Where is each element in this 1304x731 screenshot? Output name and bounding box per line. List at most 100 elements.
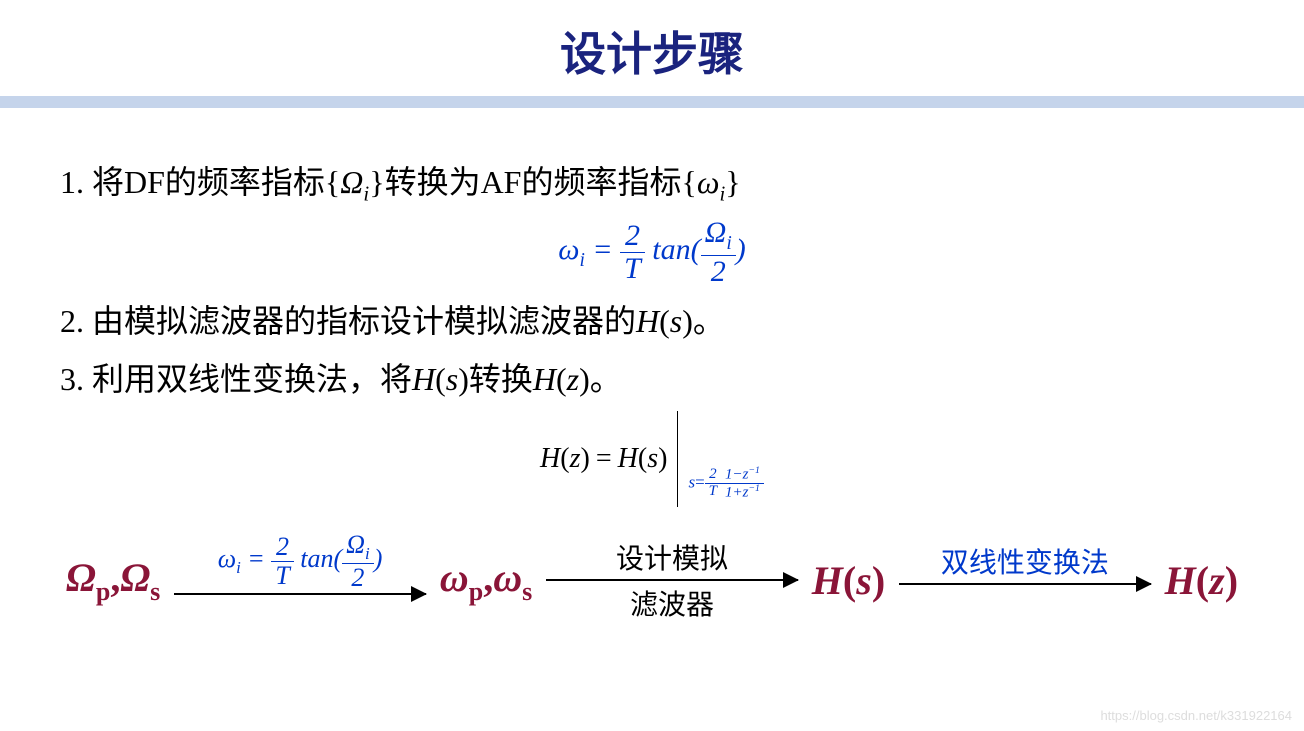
omega-low: ω [697,164,720,200]
frac-d: T [620,253,645,285]
a1no: Ω [346,530,365,559]
node-Hs: H(s) [812,557,885,604]
arrow1-label: ωi = 2T tan(Ωi2) [218,531,383,591]
Hzl: H [540,443,560,474]
step1-mid: }转换为AF的频率指标{ [369,164,697,200]
frac-d2: 2 [701,256,736,288]
arrow2-bottom: 滤波器 [630,583,714,623]
content-area: 1. 将DF的频率指标{Ωi}转换为AF的频率指标{ωi} ωi = 2T ta… [0,108,1304,629]
arrow1-line [174,593,426,595]
step-3: 3. 利用双线性变换法，将H(s)转换H(z)。 [60,355,1244,403]
eq1-tan: tan( [645,233,701,266]
equation-2: H(z) = H(s) s=2T1−z−11+z−1 [60,411,1244,507]
step3-mid: 转换 [469,361,533,397]
n1c: , [110,555,120,600]
arrow-3: 双线性变换法 [899,541,1151,619]
n2c: , [483,555,493,600]
step-1: 1. 将DF的频率指标{Ωi}转换为AF的频率指标{ωi} [60,158,1244,209]
divider-bar [0,96,1304,108]
p1c: ) [458,361,469,397]
frac-z: 1−z−11+z−1 [721,466,764,501]
step3-prefix: 3. 利用双线性变换法，将 [60,361,412,397]
arrow2-line [546,579,798,581]
step-2: 2. 由模拟滤波器的指标设计模拟滤波器的H(s)。 [60,297,1244,345]
ntop: 1−z−1 [721,466,764,484]
flow-diagram: Ωp,Ωs ωi = 2T tan(Ωi2) ωp,ωs 设计模拟 滤波器 H(… [60,531,1244,629]
exp1: −1 [748,465,759,476]
equation-1: ωi = 2T tan(Ωi2) [60,217,1244,287]
a1ns: i [365,544,370,563]
step3-suffix: 。 [590,361,622,397]
Hsl: H [618,443,638,474]
n3H: H [812,558,843,603]
arrow2-top: 设计模拟 [616,537,728,577]
eq1-lhs-omega: ω [558,233,579,266]
num-omega-sub: i [726,233,731,254]
frac-2T: 2T [705,467,721,500]
a1d: T [271,562,293,589]
a1n2: Ωi [342,531,374,564]
frac-n2: Ωi [701,217,736,255]
a1tan: tan( [294,544,342,573]
slide-title: 设计步骤 [0,0,1304,96]
n3s: s [856,558,872,603]
step1-suffix: } [725,164,740,200]
H-s: H [636,303,659,339]
eval-bar [677,411,678,507]
step2-prefix: 2. 由模拟滤波器的指标设计模拟滤波器的 [60,303,636,339]
n2w: ω [440,555,469,600]
frac-n: 2 [620,220,645,253]
po3: ( [638,443,647,474]
po: ( [659,303,670,339]
pc2: ) [581,443,590,474]
a1n: 2 [271,533,293,561]
n1O2: Ω [120,555,150,600]
p2o: ( [556,361,567,397]
a1f2: Ωi2 [342,531,374,591]
arrow1-spacer [297,597,304,629]
sl: s [647,443,658,474]
arrow3-top: 双线性变换法 [941,541,1109,581]
Hz: H(z) [540,443,590,475]
frac-omega-2: Ωi2 [701,217,736,287]
n2w2: ω [493,555,522,600]
n4z: z [1209,558,1225,603]
node-omega-low: ωp,ωs [440,554,532,607]
n2: 2 [705,467,721,484]
H2: H [533,361,556,397]
n2s: s [522,577,532,606]
omega-cap-i: Ωi [340,164,369,200]
n4po: ( [1196,558,1209,603]
n4H: H [1165,558,1196,603]
frac-2-T: 2T [620,220,645,284]
step2-suffix: 。 [693,303,725,339]
arrow-2: 设计模拟 滤波器 [546,537,798,623]
zl: z [570,443,581,474]
s3s: s [446,361,458,397]
p1o: ( [435,361,446,397]
eq2-eq: = [596,443,612,475]
dT: T [705,484,721,500]
ntop-t: 1−z [725,466,748,482]
arrow-1: ωi = 2T tan(Ωi2) [174,531,426,629]
p2c: ) [579,361,590,397]
n1p: p [96,577,110,606]
nbot: 1+z−1 [721,484,764,501]
nbot-t: 1+z [725,484,748,500]
n1s: s [150,577,160,606]
exp2: −1 [748,483,759,494]
a1eq: = [241,544,272,573]
n4pc: ) [1225,558,1238,603]
watermark: https://blog.csdn.net/k331922164 [1100,708,1292,723]
substitution: s=2T1−z−11+z−1 [688,466,764,501]
s3z: z [567,361,579,397]
n1O: Ω [66,555,96,600]
node-Hz: H(z) [1165,557,1238,604]
n3po: ( [843,558,856,603]
a1w: ω [218,544,236,573]
arrow3-spacer [1021,587,1028,619]
H1: H [412,361,435,397]
a1f1: 2T [271,533,293,589]
eq1-close: ) [736,233,746,266]
sub-eq: = [695,473,705,492]
